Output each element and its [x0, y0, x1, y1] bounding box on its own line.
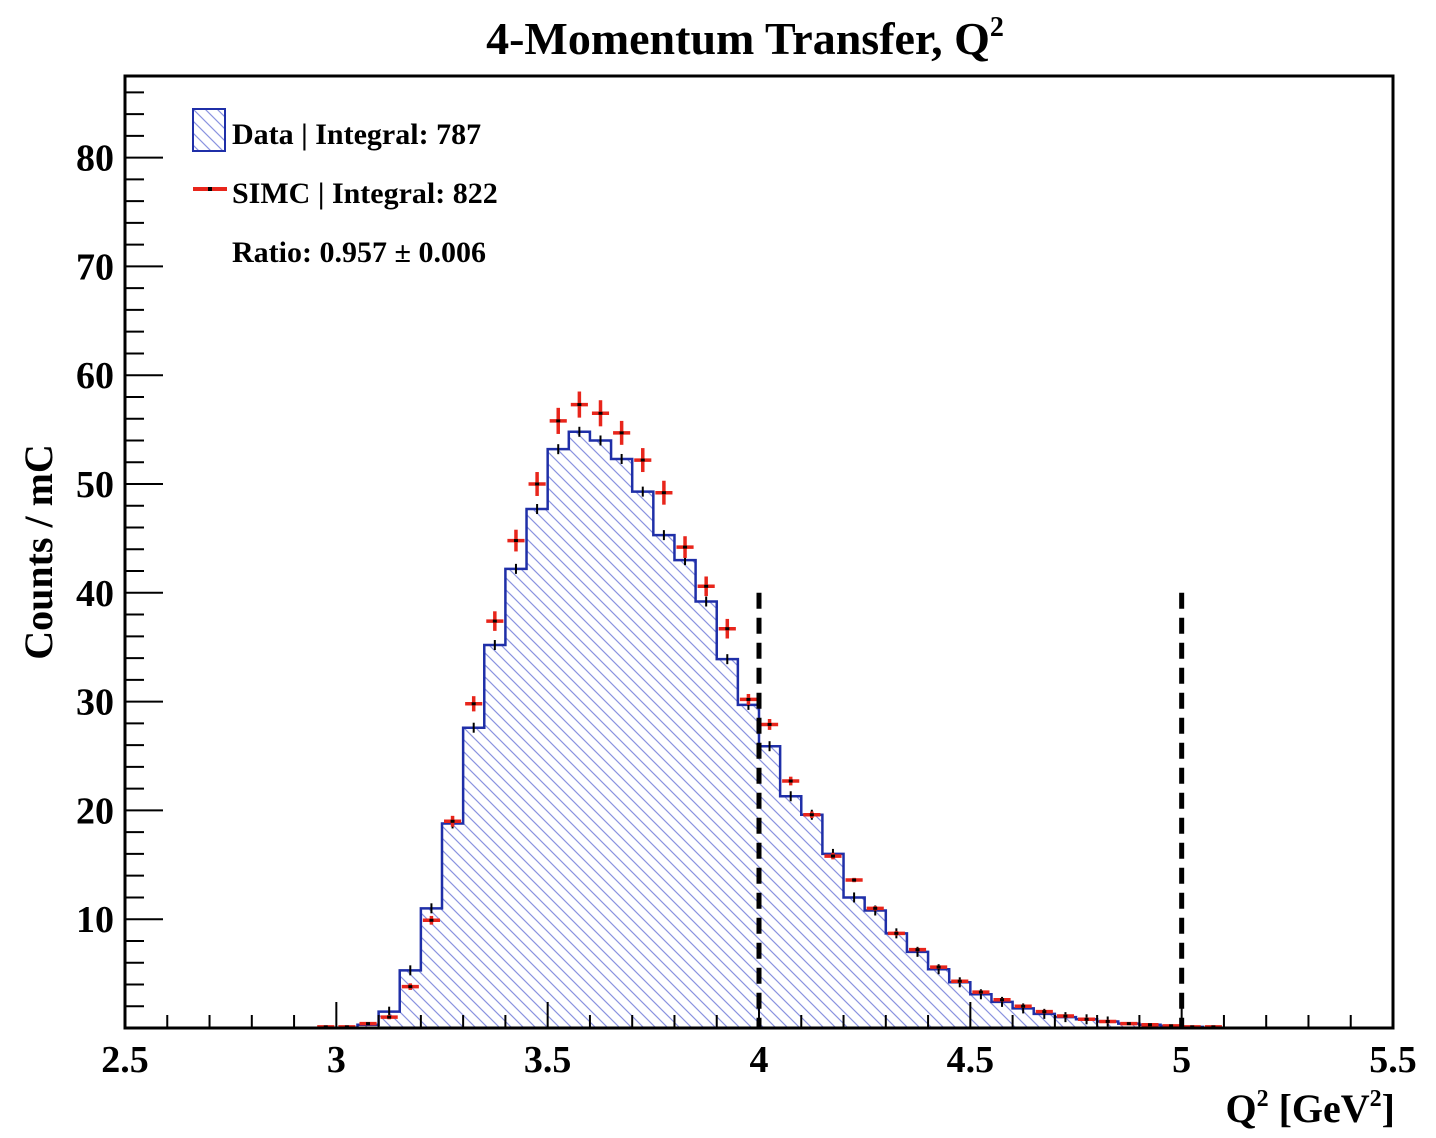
- simc-point: [422, 915, 440, 925]
- x-axis-ticks: 2.5 3 3.5 4 4.5 5 5.5: [101, 1002, 1417, 1081]
- chart-title: 4-Momentum Transfer, Q2: [486, 12, 1004, 64]
- x-tick-label: 5.5: [1369, 1039, 1417, 1081]
- x-axis-label-main: Q: [1225, 1086, 1256, 1131]
- simc-point: [845, 877, 863, 883]
- x-tick-label: 5: [1172, 1039, 1191, 1081]
- x-axis-label-sup: 2: [1257, 1086, 1269, 1112]
- simc-point: [782, 776, 800, 786]
- simc-point: [676, 536, 694, 558]
- simc-point: [1014, 1004, 1032, 1008]
- chart-title-main: 4-Momentum Transfer, Q: [486, 13, 990, 64]
- simc-point: [866, 906, 884, 911]
- x-axis-label-unit: [GeV: [1269, 1086, 1370, 1131]
- simc-point: [613, 420, 631, 445]
- simc-point: [887, 931, 905, 936]
- legend-data-label: Data | Integral: 787: [232, 118, 481, 151]
- y-tick-label: 60: [76, 355, 114, 397]
- legend-ratio-text: Ratio: 0.957 ± 0.006: [232, 236, 486, 269]
- simc-point: [803, 811, 821, 819]
- x-tick-label: 4: [750, 1039, 769, 1081]
- simc-point: [655, 480, 673, 505]
- simc-point: [401, 983, 419, 990]
- y-tick-label: 20: [76, 790, 114, 832]
- simc-point: [507, 529, 525, 552]
- y-axis-ticks: 10 20 30 40 50 60 70 80: [76, 91, 163, 1029]
- x-tick-label: 4.5: [947, 1039, 995, 1081]
- simc-point: [993, 997, 1011, 1002]
- legend-data-swatch: [192, 108, 226, 152]
- x-tick-label: 3.5: [524, 1039, 572, 1081]
- simc-point: [824, 852, 842, 860]
- legend-simc-label: SIMC | Integral: 822: [232, 177, 498, 210]
- x-axis-label: Q2 [GeV2]: [1225, 1086, 1395, 1131]
- simc-point: [570, 391, 588, 418]
- simc-point: [549, 407, 567, 434]
- x-axis-label-unit-sup: 2: [1370, 1086, 1382, 1112]
- chart-title-sup: 2: [990, 12, 1004, 43]
- simc-point: [972, 990, 990, 994]
- legend: Data | Integral: 787 SIMC | Integral: 82…: [192, 108, 498, 269]
- y-tick-label: 80: [76, 138, 114, 180]
- y-axis-label: Counts / mC: [16, 444, 61, 660]
- simc-point: [486, 611, 504, 631]
- simc-point: [634, 448, 652, 473]
- simc-point: [1035, 1009, 1053, 1014]
- simc-point: [908, 947, 927, 952]
- y-tick-label: 70: [76, 246, 114, 288]
- simc-point: [697, 576, 715, 597]
- simc-point: [761, 719, 779, 730]
- y-tick-label: 30: [76, 682, 114, 724]
- simc-point: [465, 696, 483, 712]
- x-axis-label-close: ]: [1382, 1086, 1395, 1131]
- simc-point: [951, 979, 969, 983]
- y-tick-label: 40: [76, 573, 114, 615]
- simc-point: [930, 965, 948, 969]
- simc-point: [739, 693, 757, 705]
- simc-point: [591, 400, 610, 427]
- simc-point: [380, 1014, 398, 1020]
- x-tick-label: 3: [327, 1039, 346, 1081]
- y-tick-label: 10: [76, 899, 114, 941]
- simc-point: [444, 815, 462, 827]
- simc-point: [718, 618, 736, 639]
- simc-point: [528, 472, 546, 496]
- y-tick-label: 50: [76, 464, 114, 506]
- simc-point: [359, 1021, 377, 1026]
- x-tick-label: 2.5: [101, 1039, 149, 1081]
- cut-lines-layer: [756, 592, 1185, 1028]
